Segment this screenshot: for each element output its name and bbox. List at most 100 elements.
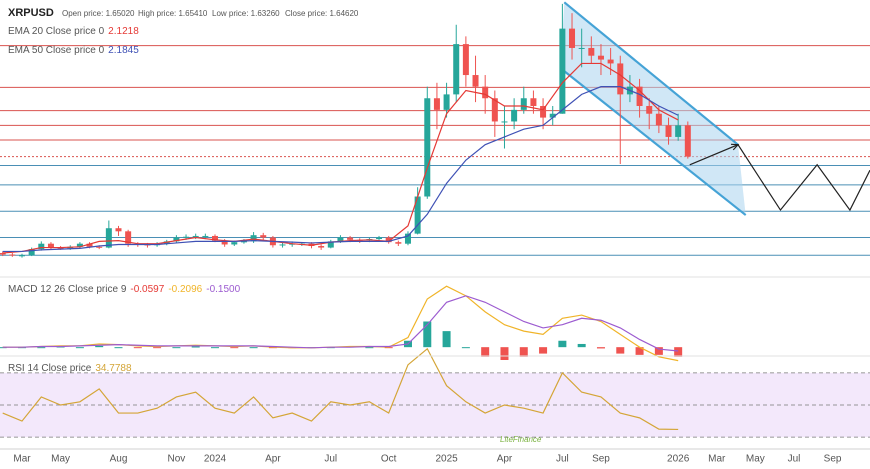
- candle-body: [453, 44, 460, 95]
- candle-body: [47, 243, 54, 248]
- candle-body: [540, 105, 547, 118]
- projection-arrowhead: [730, 143, 740, 151]
- legend-label: EMA 20 Close price 0: [8, 26, 105, 37]
- x-tick-label: Mar: [13, 454, 31, 465]
- candle-body: [260, 235, 267, 238]
- histogram-bar: [95, 345, 104, 348]
- watermark: LiteFinance: [500, 435, 542, 444]
- histogram-bar: [230, 347, 239, 349]
- histogram-bar: [210, 347, 219, 349]
- histogram-bar: [37, 347, 46, 349]
- candle-body: [511, 109, 518, 122]
- candle-body: [192, 235, 199, 237]
- rsi-line: [2, 347, 679, 431]
- candle-body: [597, 55, 604, 60]
- candle-body: [472, 75, 479, 87]
- candle-body: [530, 98, 537, 106]
- candle-body: [646, 105, 653, 114]
- channel-fill: [560, 2, 746, 216]
- candle-body: [318, 246, 325, 248]
- candle-body: [86, 243, 93, 247]
- candle-body: [0, 252, 6, 255]
- legend-entry: RSI 14 Close price 34.7788: [8, 363, 132, 374]
- x-tick-label: Aug: [110, 454, 128, 465]
- candle-body: [347, 237, 354, 240]
- histogram-bar: [596, 347, 605, 349]
- legend-value: -0.1500: [206, 284, 240, 295]
- candle-body: [279, 244, 286, 246]
- channel-line: [563, 1, 739, 146]
- x-tick-label: May: [746, 454, 765, 465]
- legend-entry: EMA 20 Close price 0 2.1218: [8, 26, 139, 37]
- candle-body: [675, 125, 682, 137]
- candle-body: [96, 246, 103, 248]
- legend-value: 2.1218: [108, 26, 139, 37]
- candle-body: [607, 59, 614, 64]
- legend-entry: MACD 12 26 Close price 9 -0.0597 -0.2096 -0…: [8, 284, 241, 295]
- candle-body: [501, 121, 508, 123]
- channel-line: [559, 67, 747, 216]
- candle-body: [385, 237, 392, 243]
- histogram-bar: [75, 347, 84, 349]
- histogram-bar: [461, 347, 470, 349]
- histogram-bar: [365, 347, 374, 349]
- legend-value: -0.0597: [130, 284, 164, 295]
- ohlc-field: High price: 1.65410: [138, 9, 208, 18]
- legend-value: 34.7788: [95, 363, 132, 374]
- histogram-bar: [674, 347, 683, 357]
- ohlc-field: Open price: 1.65020: [62, 9, 135, 18]
- histogram-bar: [654, 347, 663, 355]
- legend-label: EMA 50 Close price 0: [8, 45, 105, 56]
- histogram-bar: [616, 347, 625, 354]
- candle-body: [491, 98, 498, 122]
- header: XRPUSD Open price: 1.65020 High price: 1…: [8, 7, 359, 374]
- legend-value: -0.2096: [168, 284, 202, 295]
- candle-body: [211, 235, 218, 241]
- histogram-bar: [635, 347, 644, 355]
- x-tick-label: Oct: [381, 454, 397, 465]
- symbol-title: XRPUSD: [8, 7, 54, 19]
- candle-body: [376, 237, 383, 240]
- histogram-bar: [577, 343, 586, 348]
- candle-body: [404, 233, 411, 244]
- candle-body: [9, 254, 16, 256]
- candle-body: [395, 242, 402, 244]
- histogram-bar: [249, 347, 258, 349]
- candle-body: [221, 240, 228, 245]
- candle-body: [76, 243, 83, 247]
- projection-line: [689, 143, 870, 212]
- x-tick-label: Jul: [788, 454, 801, 465]
- x-tick-label: Sep: [824, 454, 842, 465]
- candle-body: [202, 235, 209, 237]
- histogram-bar: [500, 347, 509, 360]
- x-tick-label: 2025: [435, 454, 458, 465]
- candle-body: [231, 242, 238, 245]
- ohlc-field: Close price: 1.64620: [285, 9, 359, 18]
- candle-body: [115, 228, 122, 232]
- ema-line: [2, 86, 679, 253]
- candle-body: [424, 98, 431, 197]
- candle-body: [482, 86, 489, 99]
- histogram-bar: [481, 347, 490, 357]
- ohlc-field: Low price: 1.63260: [212, 9, 280, 18]
- candle-body: [665, 125, 672, 137]
- candle-body: [337, 237, 344, 242]
- histogram-bar: [114, 347, 123, 349]
- candle-body: [105, 228, 112, 248]
- candle-body: [559, 28, 566, 114]
- candle-body: [414, 196, 421, 234]
- x-tick-label: Mar: [708, 454, 726, 465]
- candle-body: [684, 125, 691, 157]
- candle-body: [443, 94, 450, 110]
- x-tick-label: May: [51, 454, 70, 465]
- candle-body: [433, 98, 440, 110]
- candle-body: [617, 63, 624, 95]
- candle-body: [578, 47, 585, 49]
- histogram-bar: [172, 347, 181, 349]
- macd-line: [2, 295, 679, 352]
- x-tick-label: 2026: [667, 454, 690, 465]
- histogram-bar: [133, 347, 142, 349]
- x-tick-label: Nov: [167, 454, 185, 465]
